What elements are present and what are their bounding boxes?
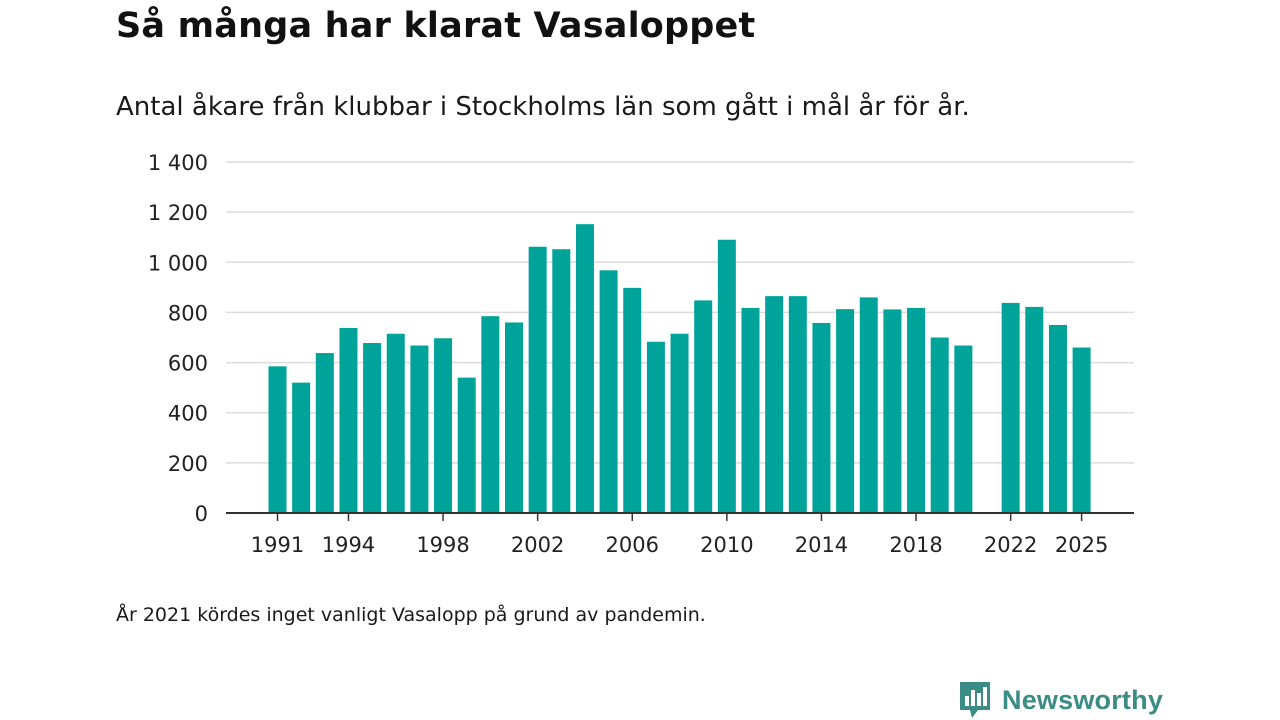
bar-1997 — [410, 345, 429, 513]
x-tick-label: 1994 — [322, 533, 375, 557]
brand-name: Newsworthy — [1002, 684, 1164, 715]
x-tick-label: 2025 — [1055, 533, 1108, 557]
bar-2005 — [599, 270, 618, 513]
bar-2019 — [930, 337, 949, 513]
x-tick-label: 2006 — [606, 533, 659, 557]
y-tick-label: 1 200 — [148, 201, 208, 225]
bar-2006 — [623, 287, 642, 513]
chart-title: Så många har klarat Vasaloppet — [116, 6, 756, 46]
bar-2013 — [788, 296, 807, 513]
bar-2025 — [1072, 347, 1091, 513]
bar-2016 — [859, 297, 878, 513]
bar-1996 — [386, 333, 405, 513]
x-tick-label: 1991 — [251, 533, 304, 557]
chart-subtitle: Antal åkare från klubbar i Stockholms lä… — [116, 92, 970, 122]
bar-2017 — [883, 309, 902, 513]
y-tick-label: 0 — [195, 502, 208, 526]
bar-2023 — [1025, 306, 1044, 513]
bar-1991 — [268, 366, 287, 513]
bar-2008 — [670, 333, 689, 513]
bar-2001 — [505, 322, 523, 513]
x-tick-label: 2014 — [795, 533, 848, 557]
bar-2018 — [907, 307, 926, 513]
bar-2020 — [954, 345, 973, 513]
newsworthy-logo-icon — [960, 682, 990, 718]
bar-1992 — [292, 382, 311, 513]
bar-2014 — [812, 322, 831, 513]
bar-2000 — [481, 316, 500, 513]
y-axis-ticks: 0 200 400 600 800 1 000 1 200 1 400 — [148, 151, 208, 526]
bar-2010 — [717, 239, 736, 513]
y-tick-label: 600 — [168, 352, 208, 376]
bar-2003 — [552, 249, 571, 513]
x-tick-label: 2002 — [511, 533, 564, 557]
y-tick-label: 1 400 — [148, 151, 208, 175]
bar-2009 — [694, 300, 713, 513]
bar-2022 — [1001, 302, 1020, 513]
bar-1995 — [363, 343, 382, 513]
x-tick-label: 2010 — [700, 533, 753, 557]
bar-2024 — [1048, 324, 1067, 513]
brand: Newsworthy — [958, 680, 1163, 720]
bar-1998 — [434, 338, 453, 513]
bar-2012 — [765, 296, 784, 513]
bar-1993 — [315, 353, 334, 513]
footnote: År 2021 kördes inget vanligt Vasalopp på… — [116, 604, 706, 626]
x-tick-label: 2022 — [984, 533, 1037, 557]
bar-2007 — [646, 341, 665, 513]
y-tick-label: 400 — [168, 402, 208, 426]
x-tick-label: 1998 — [416, 533, 469, 557]
x-tick-label: 2018 — [889, 533, 942, 557]
bar-1994 — [339, 327, 358, 513]
y-tick-label: 1 000 — [148, 251, 208, 275]
bar-2004 — [575, 224, 594, 514]
bar-1999 — [457, 377, 476, 513]
y-tick-label: 800 — [168, 301, 208, 325]
bar-2002 — [528, 246, 547, 513]
bar-2015 — [836, 309, 855, 513]
y-tick-label: 200 — [168, 452, 208, 476]
bars — [268, 224, 1091, 514]
bar-2011 — [741, 307, 760, 513]
x-axis-ticks: 1991 1994 1998 2002 2006 2010 2014 2018 2022 2025 — [251, 513, 1108, 557]
